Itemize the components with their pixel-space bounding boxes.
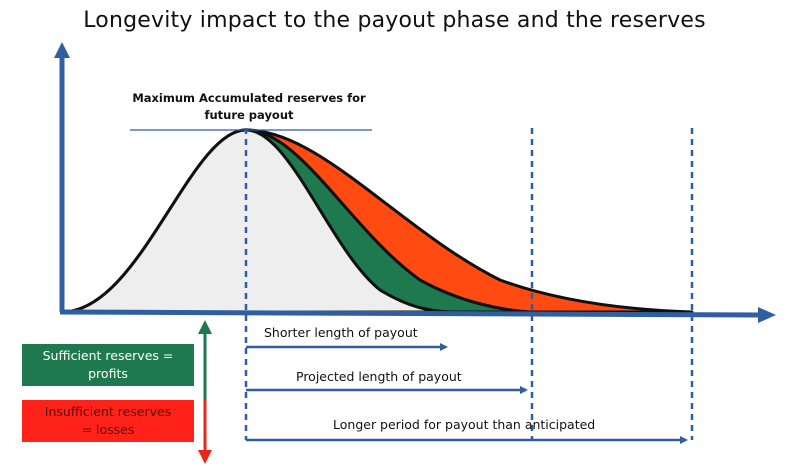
loss-down-arrowhead bbox=[198, 450, 212, 464]
longer-payout-label: Longer period for payout than anticipate… bbox=[333, 417, 596, 432]
y-axis-arrowhead bbox=[54, 42, 70, 58]
shorter-payout-label: Shorter length of payout bbox=[264, 325, 418, 340]
shorter-payout-region bbox=[60, 128, 452, 314]
legend-sufficient-line1: Sufficient reserves = bbox=[42, 348, 174, 363]
peak-label: Maximum Accumulated reserves for future … bbox=[118, 90, 380, 124]
x-axis-arrowhead bbox=[758, 307, 776, 323]
legend-sufficient-reserves: Sufficient reserves = profits bbox=[22, 344, 194, 386]
x-axis bbox=[59, 309, 763, 318]
legend-insufficient-line1: Insufficient reserves bbox=[44, 404, 172, 419]
diagram-title: Longevity impact to the payout phase and… bbox=[83, 8, 706, 33]
legend-insufficient-reserves: Insufficient reserves = losses bbox=[22, 400, 194, 442]
projected-payout-label: Projected length of payout bbox=[296, 369, 462, 384]
legend-sufficient-line2: profits bbox=[88, 366, 128, 381]
legend-insufficient-line2: = losses bbox=[81, 422, 135, 437]
profit-up-arrowhead bbox=[198, 320, 212, 334]
peak-label-line2: future payout bbox=[204, 108, 294, 122]
peak-label-line1: Maximum Accumulated reserves for bbox=[132, 91, 366, 105]
